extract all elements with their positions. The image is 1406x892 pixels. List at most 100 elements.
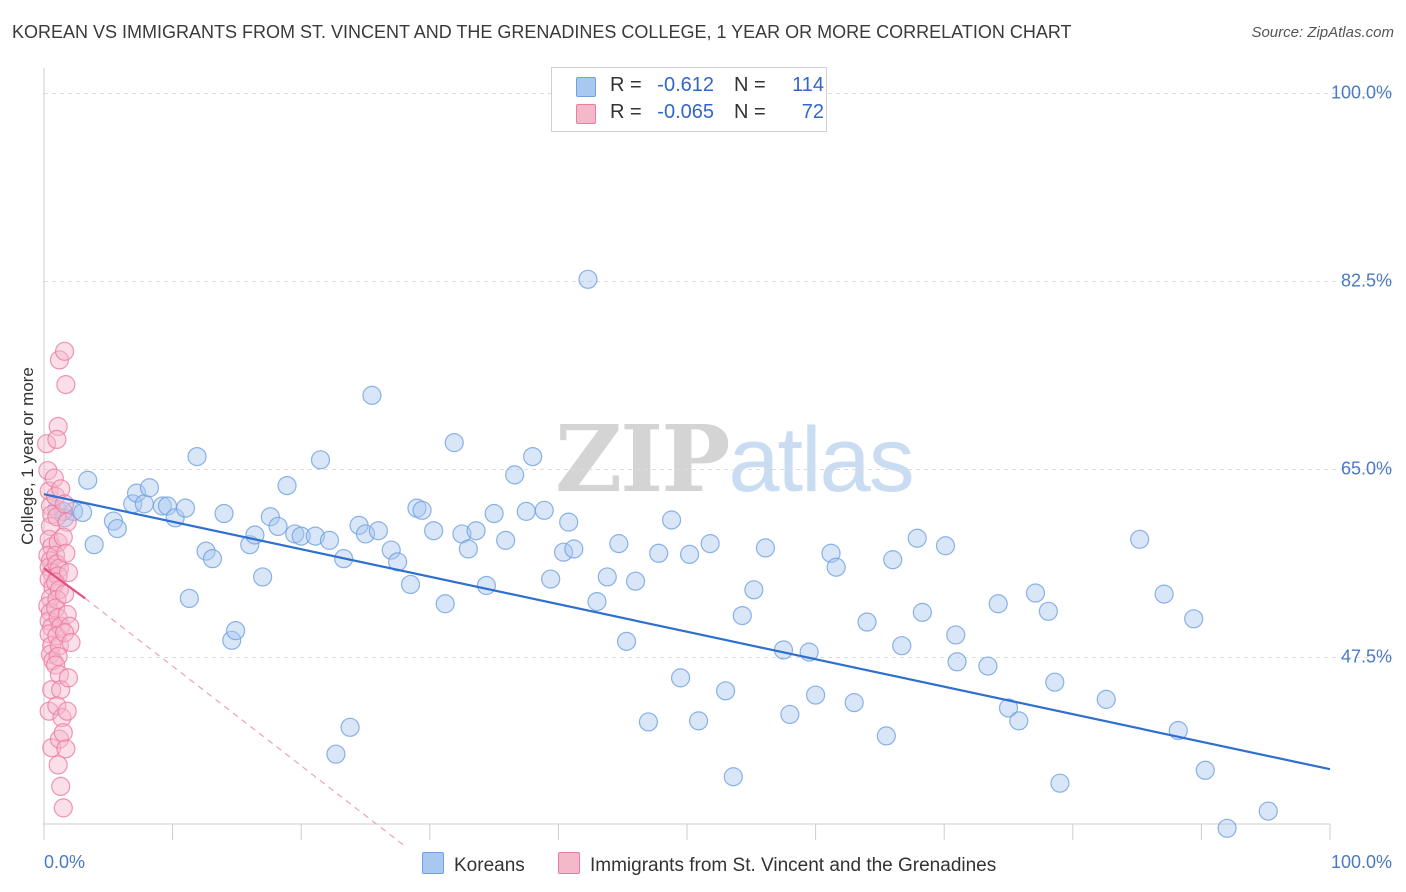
- korean-point: [222, 630, 242, 650]
- immigrant-point: [60, 616, 80, 636]
- korean-point: [670, 668, 691, 688]
- legend-n-label: N =: [734, 101, 766, 123]
- immigrant-point: [47, 429, 67, 450]
- korean-point: [638, 712, 659, 732]
- korean-point: [534, 500, 554, 520]
- korean-point: [1130, 529, 1150, 549]
- chart-title: KOREAN VS IMMIGRANTS FROM ST. VINCENT AN…: [12, 22, 1072, 42]
- korean-point: [516, 501, 536, 521]
- immigrant-point: [58, 668, 79, 688]
- korean-point: [319, 530, 340, 550]
- korean-point: [444, 433, 464, 453]
- immigrant-point: [54, 584, 75, 604]
- watermark-atlas: atlas: [728, 409, 914, 511]
- immigrant-point: [57, 604, 77, 625]
- immigrant-point: [45, 655, 66, 675]
- korean-point: [484, 503, 504, 524]
- korean-point: [134, 494, 154, 514]
- korean-point: [84, 535, 104, 555]
- bottom-legend-swatch-immigrants: [558, 852, 580, 874]
- korean-point: [998, 698, 1019, 718]
- korean-point: [187, 446, 207, 467]
- korean-point: [723, 767, 743, 787]
- korean-point: [362, 385, 382, 405]
- watermark-zip: ZIP: [555, 405, 730, 513]
- korean-point: [381, 540, 401, 560]
- korean-point: [152, 496, 172, 516]
- korean-point: [1195, 760, 1215, 780]
- korean-point: [466, 521, 486, 541]
- immigrant-point: [57, 512, 77, 532]
- korean-point: [253, 567, 273, 587]
- korean-point: [876, 726, 896, 746]
- bottom-legend-label-koreans: Koreans: [454, 855, 525, 876]
- korean-point: [226, 621, 246, 641]
- korean-trend-line: [43, 493, 1331, 771]
- korean-point: [1050, 773, 1070, 793]
- korean-point: [72, 502, 93, 523]
- korean-point: [578, 269, 598, 289]
- korean-point: [1096, 689, 1116, 709]
- immigrant-point: [51, 776, 71, 797]
- korean-point: [1009, 711, 1029, 731]
- korean-point: [1038, 601, 1058, 621]
- korean-point: [424, 521, 444, 541]
- immigrant-point: [56, 375, 76, 395]
- korean-point: [679, 544, 700, 564]
- korean-point: [435, 594, 455, 614]
- y-axis-label: College, 1 year or more: [18, 367, 37, 545]
- korean-point: [412, 500, 432, 520]
- legend-r-label: R =: [610, 74, 642, 96]
- korean-point: [1154, 584, 1174, 604]
- bottom-legend-swatch-koreans: [422, 852, 444, 874]
- korean-point: [616, 631, 637, 651]
- korean-point: [844, 693, 864, 713]
- legend: R = -0.612 N = 114 R = -0.065 N = 72: [551, 67, 827, 132]
- immigrant-point: [56, 739, 76, 759]
- korean-point: [988, 594, 1008, 614]
- immigrant-point: [61, 632, 81, 653]
- immigrant-point: [36, 434, 57, 454]
- korean-point: [597, 567, 617, 587]
- legend-n-label: N =: [734, 74, 766, 96]
- korean-point: [907, 528, 927, 548]
- y-tick-label: 100.0%: [1330, 82, 1392, 103]
- korean-point: [340, 717, 360, 737]
- korean-point: [947, 652, 967, 672]
- korean-point: [661, 510, 682, 530]
- immigrant-point: [56, 543, 76, 563]
- korean-point: [1258, 801, 1278, 821]
- immigrant-point: [53, 798, 73, 818]
- source-label: Source: ZipAtlas.com: [1251, 24, 1394, 41]
- legend-n-value: 114: [792, 74, 824, 96]
- legend-r-value: -0.065: [657, 101, 714, 123]
- korean-point: [892, 636, 912, 656]
- korean-point: [175, 498, 196, 518]
- korean-point: [805, 685, 826, 705]
- korean-point: [260, 507, 280, 527]
- korean-point: [978, 656, 998, 676]
- korean-point: [587, 592, 607, 612]
- korean-point: [609, 534, 629, 554]
- watermark: ZIPatlas: [555, 405, 915, 513]
- immigrant-point: [53, 723, 73, 743]
- korean-point: [688, 711, 709, 731]
- korean-point: [505, 465, 525, 485]
- korean-point: [139, 478, 160, 498]
- immigrant-point: [57, 701, 77, 721]
- korean-point: [476, 575, 496, 596]
- immigrant-trend-extension: [84, 597, 405, 846]
- immigrant-trend-line: [43, 567, 86, 600]
- korean-point: [310, 450, 331, 470]
- legend-n-value: 72: [801, 101, 824, 123]
- korean-point: [400, 574, 421, 595]
- x-tick-label-min: 0.0%: [44, 852, 86, 872]
- korean-point: [857, 612, 877, 632]
- korean-point: [715, 681, 736, 701]
- korean-point: [649, 543, 669, 563]
- korean-point: [1025, 583, 1046, 603]
- x-tick-label-max: 100.0%: [1330, 852, 1392, 872]
- immigrant-point: [54, 341, 75, 361]
- bottom-legend-immigrants: Immigrants from St. Vincent and the Gren…: [558, 852, 996, 877]
- bottom-legend-koreans: Koreans: [422, 852, 525, 877]
